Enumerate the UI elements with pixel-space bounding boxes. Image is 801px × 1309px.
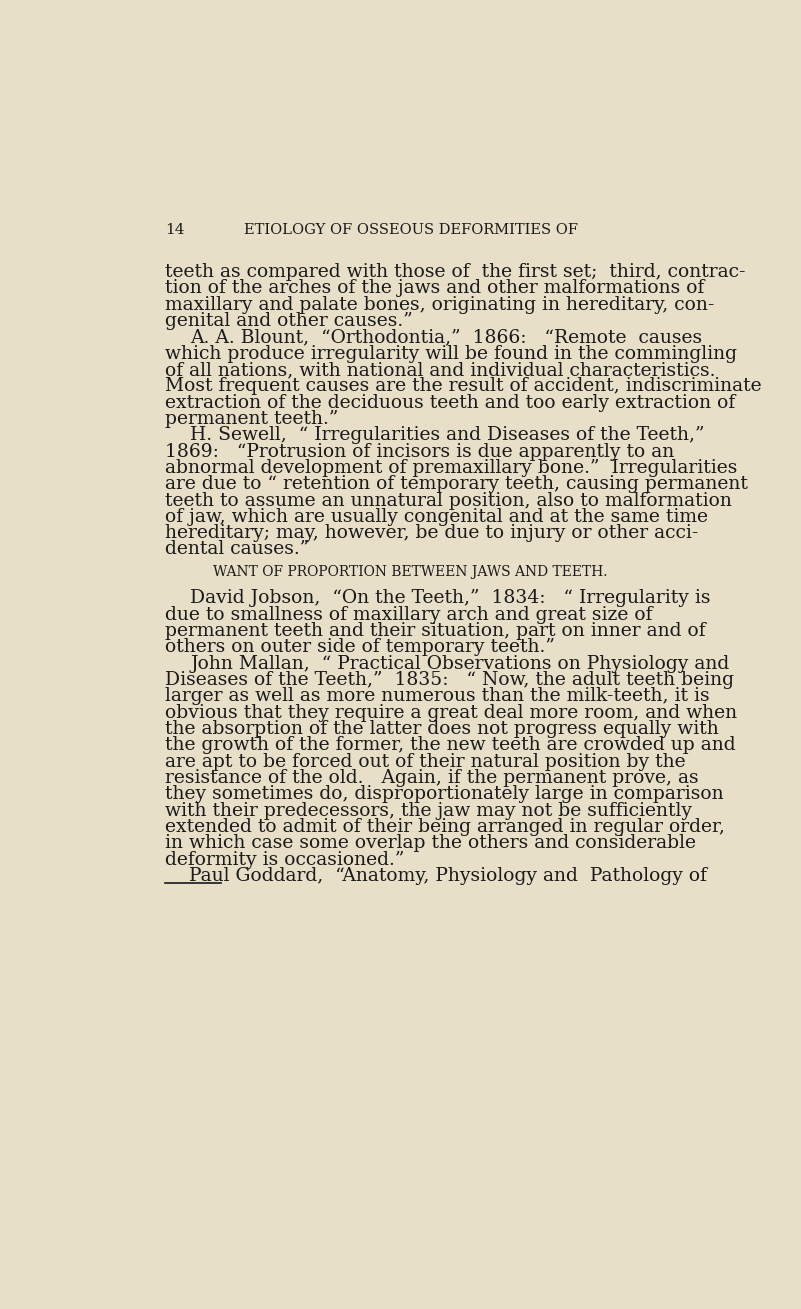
Text: WANT OF PROPORTION BETWEEN JAWS AND TEETH.: WANT OF PROPORTION BETWEEN JAWS AND TEET… (213, 565, 608, 579)
Text: with their predecessors, the jaw may not be sufficiently: with their predecessors, the jaw may not… (165, 801, 692, 819)
Text: are due to “ retention of temporary teeth, causing permanent: are due to “ retention of temporary teet… (165, 475, 748, 493)
Text: extended to admit of their being arranged in regular order,: extended to admit of their being arrange… (165, 818, 725, 836)
Text: permanent teeth.”: permanent teeth.” (165, 410, 339, 428)
Text: Paul Goddard,  “Anatomy, Physiology and  Pathology of: Paul Goddard, “Anatomy, Physiology and P… (165, 867, 707, 885)
Text: due to smallness of maxillary arch and great size of: due to smallness of maxillary arch and g… (165, 606, 653, 623)
Text: hereditary; may, however, be due to injury or other acci-: hereditary; may, however, be due to inju… (165, 524, 698, 542)
Text: genital and other causes.”: genital and other causes.” (165, 312, 413, 330)
Text: which produce irregularity will be found in the commingling: which produce irregularity will be found… (165, 344, 737, 363)
Text: the growth of the former, the new teeth are crowded up and: the growth of the former, the new teeth … (165, 736, 736, 754)
Text: tion of the arches of the jaws and other malformations of: tion of the arches of the jaws and other… (165, 279, 705, 297)
Text: teeth as compared with those of  the first set;  third, contrac-: teeth as compared with those of the firs… (165, 263, 746, 281)
Text: 14: 14 (165, 223, 185, 237)
Text: Most frequent causes are the result of accident, indiscriminate: Most frequent causes are the result of a… (165, 377, 762, 395)
Text: H. Sewell,  “ Irregularities and Diseases of the Teeth,”: H. Sewell, “ Irregularities and Diseases… (190, 427, 705, 444)
Text: they sometimes do, disproportionately large in comparison: they sometimes do, disproportionately la… (165, 785, 724, 804)
Text: in which case some overlap the others and considerable: in which case some overlap the others an… (165, 834, 696, 852)
Text: ETIOLOGY OF OSSEOUS DEFORMITIES OF: ETIOLOGY OF OSSEOUS DEFORMITIES OF (244, 223, 578, 237)
Text: dental causes.”: dental causes.” (165, 541, 309, 559)
Text: larger as well as more numerous than the milk-teeth, it is: larger as well as more numerous than the… (165, 687, 710, 706)
Text: extraction of the deciduous teeth and too early extraction of: extraction of the deciduous teeth and to… (165, 394, 735, 411)
Text: abnormal development of premaxillary bone.”  Irregularities: abnormal development of premaxillary bon… (165, 459, 738, 476)
Text: John Mallan,  “ Practical Observations on Physiology and: John Mallan, “ Practical Observations on… (190, 654, 730, 673)
Text: resistance of the old.   Again, if the permanent prove, as: resistance of the old. Again, if the per… (165, 768, 699, 787)
Text: A. A. Blount,  “Orthodontia,”  1866:   “Remote  causes: A. A. Blount, “Orthodontia,” 1866: “Remo… (190, 329, 702, 346)
Text: Diseases of the Teeth,”  1835:   “ Now, the adult teeth being: Diseases of the Teeth,” 1835: “ Now, the… (165, 672, 735, 689)
Text: of jaw, which are usually congenital and at the same time: of jaw, which are usually congenital and… (165, 508, 708, 526)
Text: 1869:   “Protrusion of incisors is due apparently to an: 1869: “Protrusion of incisors is due app… (165, 442, 674, 461)
Text: others on outer side of temporary teeth.”: others on outer side of temporary teeth.… (165, 639, 555, 656)
Text: deformity is occasioned.”: deformity is occasioned.” (165, 851, 405, 869)
Text: obvious that they require a great deal more room, and when: obvious that they require a great deal m… (165, 703, 738, 721)
Text: the absorption of the latter does not progress equally with: the absorption of the latter does not pr… (165, 720, 719, 738)
Text: maxillary and palate bones, originating in hereditary, con-: maxillary and palate bones, originating … (165, 296, 714, 314)
Text: are apt to be forced out of their natural position by the: are apt to be forced out of their natura… (165, 753, 686, 771)
Text: permanent teeth and their situation, part on inner and of: permanent teeth and their situation, par… (165, 622, 706, 640)
Text: of all nations, with national and individual characteristics.: of all nations, with national and indivi… (165, 361, 716, 378)
Text: David Jobson,  “On the Teeth,”  1834:   “ Irregularity is: David Jobson, “On the Teeth,” 1834: “ Ir… (190, 589, 710, 607)
Text: teeth to assume an unnatural position, also to malformation: teeth to assume an unnatural position, a… (165, 491, 732, 509)
